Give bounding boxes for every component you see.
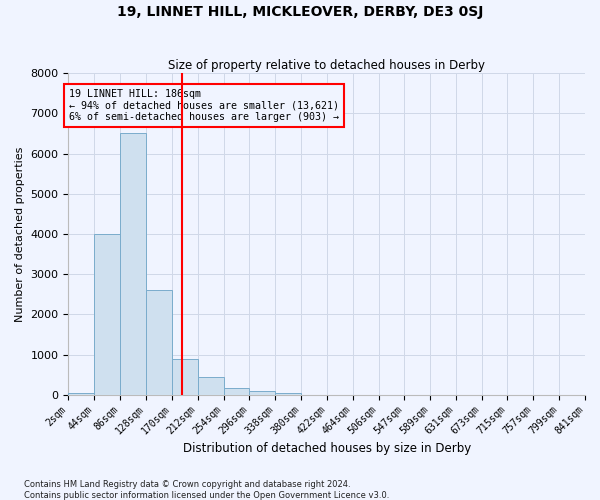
Bar: [198, 378, 224, 394]
Y-axis label: Number of detached properties: Number of detached properties: [15, 146, 25, 322]
Text: 19 LINNET HILL: 186sqm
← 94% of detached houses are smaller (13,621)
6% of semi-: 19 LINNET HILL: 186sqm ← 94% of detached…: [69, 89, 339, 122]
Bar: [120, 134, 146, 394]
Bar: [275, 393, 301, 394]
Text: Contains HM Land Registry data © Crown copyright and database right 2024.
Contai: Contains HM Land Registry data © Crown c…: [24, 480, 389, 500]
Bar: [146, 290, 172, 395]
Bar: [68, 392, 94, 394]
Title: Size of property relative to detached houses in Derby: Size of property relative to detached ho…: [168, 59, 485, 72]
Bar: [224, 388, 250, 394]
Bar: [172, 358, 198, 394]
Bar: [250, 390, 275, 394]
Bar: [94, 234, 120, 394]
X-axis label: Distribution of detached houses by size in Derby: Distribution of detached houses by size …: [182, 442, 471, 455]
Text: 19, LINNET HILL, MICKLEOVER, DERBY, DE3 0SJ: 19, LINNET HILL, MICKLEOVER, DERBY, DE3 …: [117, 5, 483, 19]
